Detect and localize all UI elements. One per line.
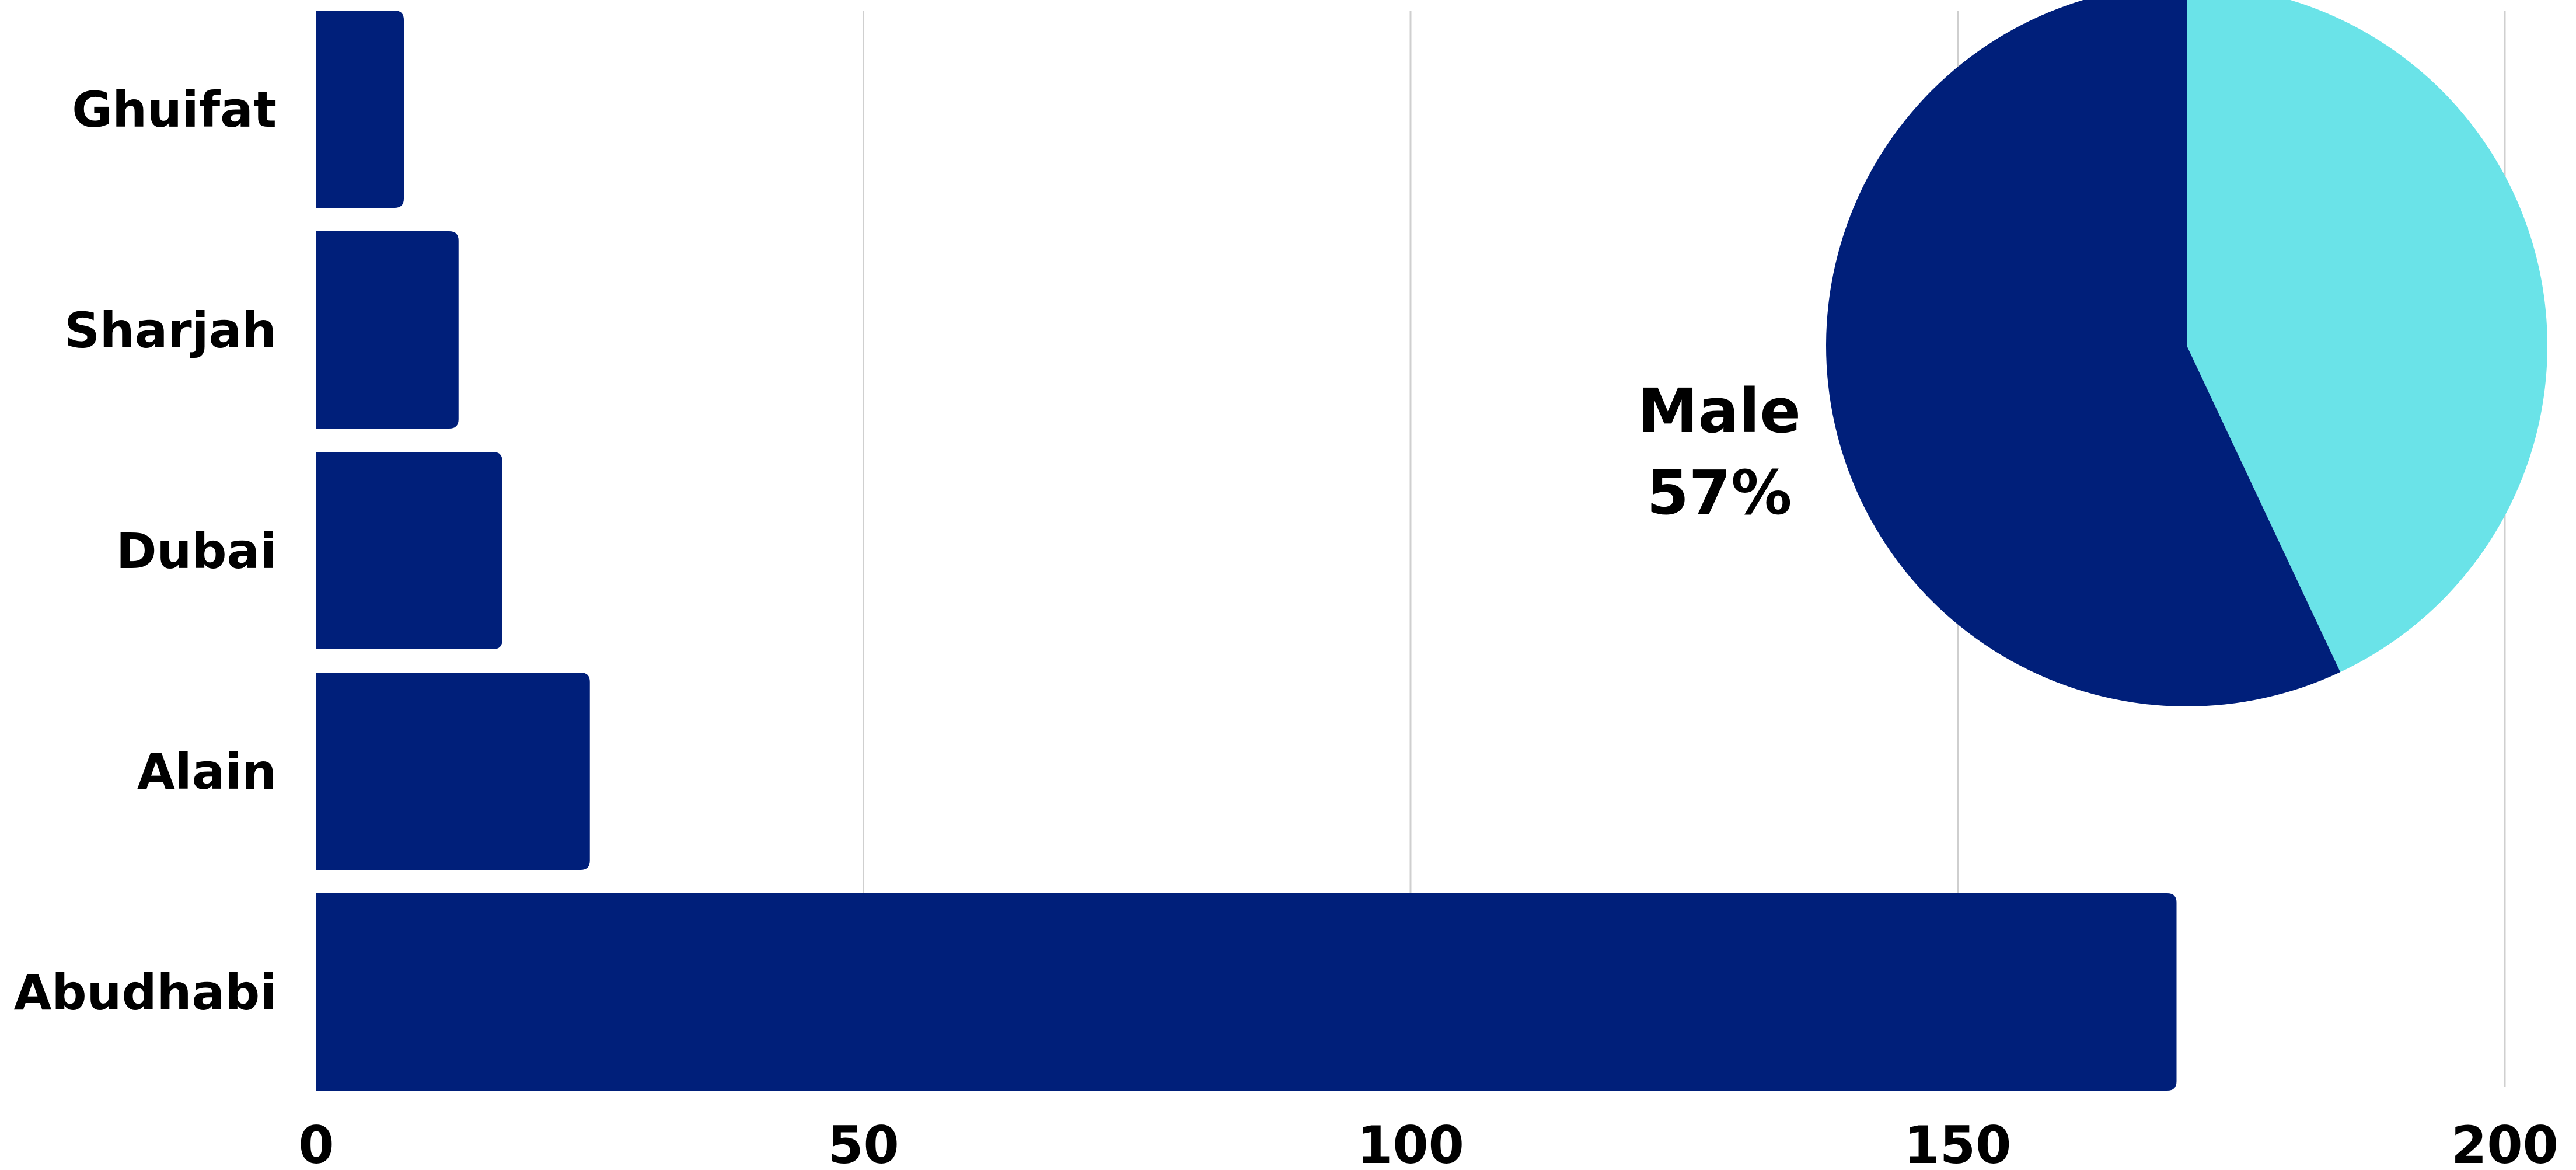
pie-slice-label: Male [1638,375,1801,447]
x-tick-label: 50 [828,1115,899,1170]
pie-slice-male [1825,0,2341,706]
x-tick-label: 0 [298,1115,334,1170]
category-label: Abudhabi [14,964,277,1021]
category-label: Sharjah [64,302,277,359]
x-tick-label: 200 [2451,1115,2558,1170]
bar-dubai [316,452,502,649]
pie-chart: Male 57% [1638,0,2547,706]
x-tick-label: 150 [1904,1115,2012,1170]
x-tick-label: 100 [1357,1115,1464,1170]
pie-slice-other [2187,0,2547,673]
category-label: Dubai [116,523,277,580]
pie-slice-value: 57% [1647,457,1792,528]
bar-alain [316,673,590,870]
x-axis-ticks: 0 50 100 150 200 [298,1115,2558,1170]
bar-abudhabi [316,893,2177,1091]
category-labels: Ghuifat Sharjah Dubai Alain Abudhabi [14,81,277,1021]
category-label: Ghuifat [72,81,277,138]
bar-sharjah [316,231,459,429]
category-label: Alain [137,743,277,800]
bar-ghuifat [316,11,404,208]
bar-series [316,11,2177,1091]
